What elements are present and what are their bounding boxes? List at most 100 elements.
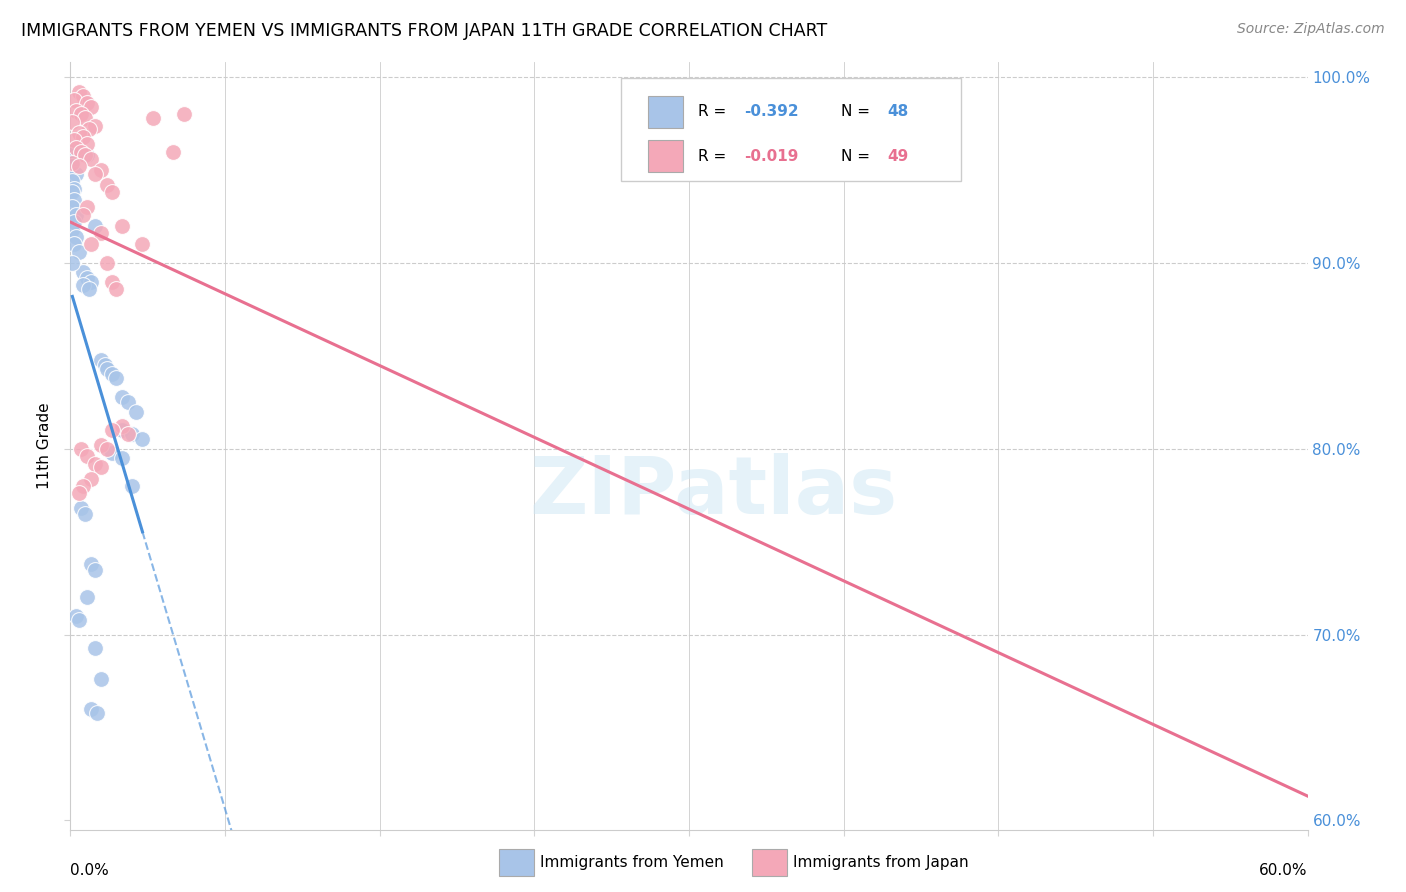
Point — [90, 352, 112, 367]
Point — [67, 486, 90, 500]
Text: IMMIGRANTS FROM YEMEN VS IMMIGRANTS FROM JAPAN 11TH GRADE CORRELATION CHART: IMMIGRANTS FROM YEMEN VS IMMIGRANTS FROM… — [21, 22, 827, 40]
Point — [63, 152, 86, 166]
Text: 48: 48 — [887, 104, 908, 120]
Point — [67, 613, 90, 627]
Text: Immigrants from Yemen: Immigrants from Yemen — [540, 855, 724, 870]
Text: Immigrants from Japan: Immigrants from Japan — [793, 855, 969, 870]
Point — [63, 193, 86, 207]
Point — [60, 174, 83, 188]
Point — [131, 433, 153, 447]
Point — [69, 501, 91, 516]
Point — [90, 163, 112, 178]
Point — [111, 419, 134, 434]
Text: R =: R = — [697, 104, 731, 120]
Point — [60, 145, 83, 159]
Text: N =: N = — [841, 149, 875, 163]
Point — [84, 457, 107, 471]
Point — [60, 222, 83, 236]
Point — [73, 507, 96, 521]
Point — [60, 186, 83, 200]
Text: 0.0%: 0.0% — [70, 863, 110, 878]
Point — [63, 182, 86, 196]
Point — [100, 445, 122, 459]
Point — [76, 137, 98, 152]
Point — [80, 100, 103, 114]
Point — [69, 145, 91, 159]
Text: Source: ZipAtlas.com: Source: ZipAtlas.com — [1237, 22, 1385, 37]
Point — [65, 167, 87, 181]
Point — [125, 404, 148, 418]
Point — [94, 358, 117, 372]
Point — [65, 103, 87, 118]
Point — [111, 219, 134, 233]
Point — [76, 591, 98, 605]
Point — [111, 451, 134, 466]
Point — [76, 148, 98, 162]
Point — [96, 178, 118, 192]
Point — [142, 111, 165, 125]
Point — [90, 438, 112, 452]
Point — [121, 426, 143, 441]
Point — [80, 702, 103, 716]
Point — [80, 471, 103, 485]
Y-axis label: 11th Grade: 11th Grade — [37, 402, 52, 490]
Point — [84, 167, 107, 181]
Text: ZIPatlas: ZIPatlas — [530, 453, 898, 531]
Point — [60, 160, 83, 174]
Point — [117, 426, 139, 441]
Point — [100, 423, 122, 437]
Point — [72, 278, 94, 293]
Point — [76, 271, 98, 285]
Point — [80, 557, 103, 571]
Point — [67, 85, 90, 99]
Text: -0.392: -0.392 — [745, 104, 799, 120]
Point — [72, 129, 94, 144]
Point — [77, 122, 100, 136]
Point — [76, 200, 98, 214]
Point — [60, 155, 83, 169]
Point — [80, 275, 103, 289]
Point — [67, 126, 90, 140]
Point — [76, 96, 98, 111]
Point — [111, 423, 134, 437]
Point — [90, 672, 112, 686]
Point — [73, 111, 96, 125]
Point — [67, 244, 90, 259]
Point — [67, 160, 90, 174]
Point — [63, 237, 86, 252]
Point — [69, 442, 91, 456]
Point — [63, 133, 86, 147]
Point — [100, 275, 122, 289]
Point — [96, 362, 118, 376]
Point — [76, 449, 98, 463]
Text: N =: N = — [841, 104, 875, 120]
Point — [65, 609, 87, 624]
FancyBboxPatch shape — [648, 140, 683, 172]
Text: -0.019: -0.019 — [745, 149, 799, 163]
Point — [84, 562, 107, 576]
Point — [84, 640, 107, 655]
Point — [72, 265, 94, 279]
Point — [104, 371, 127, 385]
Point — [104, 282, 127, 296]
Point — [131, 237, 153, 252]
Point — [80, 152, 103, 166]
Point — [117, 395, 139, 409]
Point — [84, 219, 107, 233]
Point — [162, 145, 184, 159]
Text: R =: R = — [697, 149, 731, 163]
Point — [173, 107, 195, 121]
Point — [65, 208, 87, 222]
Point — [60, 256, 83, 270]
Point — [72, 88, 94, 103]
Point — [60, 115, 83, 129]
Point — [69, 107, 91, 121]
Point — [63, 215, 86, 229]
Point — [90, 460, 112, 475]
Point — [96, 442, 118, 456]
Point — [65, 230, 87, 244]
Point — [63, 93, 86, 107]
Point — [96, 256, 118, 270]
Point — [60, 200, 83, 214]
Point — [90, 227, 112, 241]
